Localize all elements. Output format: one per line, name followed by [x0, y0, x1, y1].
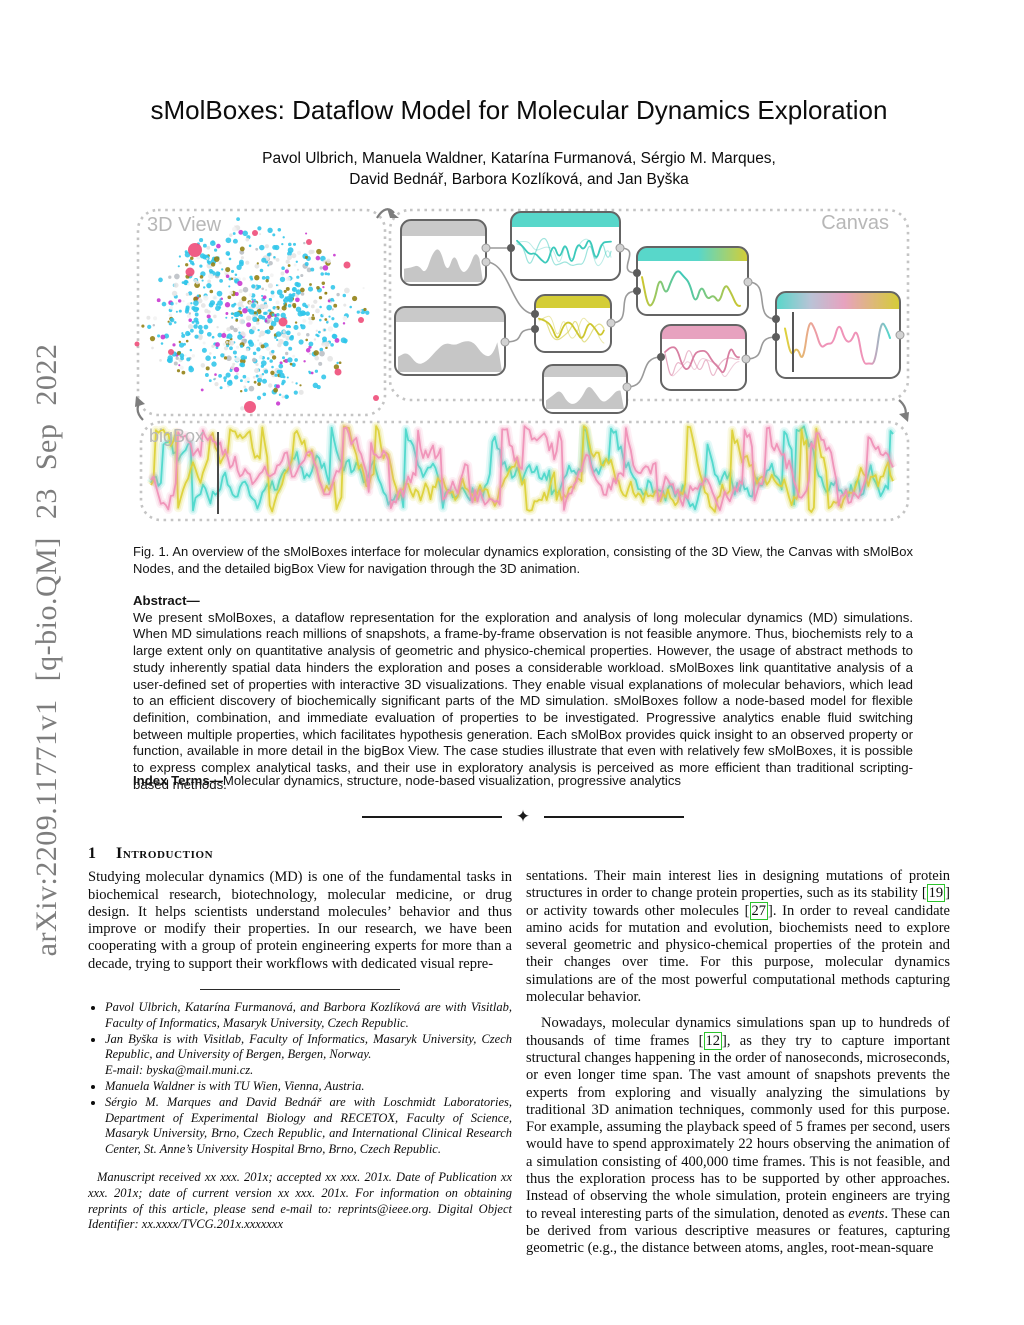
footnote-list: Pavol Ulbrich, Katarína Furmanová, and B…: [88, 1000, 512, 1158]
body-paragraph: sentations. Their main interest lies in …: [526, 868, 950, 1006]
citation-link[interactable]: 19: [926, 884, 946, 903]
section-number: 1: [88, 845, 96, 862]
author-line-1: Pavol Ulbrich, Manuela Waldner, Katarína…: [262, 150, 776, 167]
divider-rule-left: [361, 815, 502, 818]
citation-link[interactable]: 27: [749, 901, 768, 920]
index-terms: Index Terms—Molecular dynamics, structur…: [133, 773, 913, 788]
two-column-body: 1 Introduction Studying molecular dynamic…: [88, 845, 950, 1258]
body-paragraph: Nowadays, molecular dynamics simulations…: [526, 1015, 950, 1257]
footnote-item: Manuela Waldner is with TU Wien, Vienna,…: [105, 1079, 512, 1095]
author-line-2: David Bednář, Barbora Kozlíková, and Jan…: [349, 171, 689, 188]
abstract: Abstract— We present sMolBoxes, a dataflo…: [133, 593, 913, 793]
email-address: E-mail: byska@mail.muni.cz.: [105, 1063, 254, 1078]
paper-title: sMolBoxes: Dataflow Model for Molecular …: [150, 95, 888, 125]
left-column: 1 Introduction Studying molecular dynamic…: [88, 845, 512, 1258]
index-terms-text: Molecular dynamics, structure, node-base…: [222, 773, 682, 788]
divider-star-icon: ✦: [515, 807, 531, 826]
section-title: Introduction: [116, 845, 214, 862]
figure-illustration: [134, 208, 910, 522]
arxiv-watermark: arXiv:2209.11771v1 [q-bio.QM] 23 Sep 202…: [30, 343, 63, 957]
abstract-text: We present sMolBoxes, a dataflow represe…: [133, 609, 913, 792]
divider-rule-right: [544, 815, 685, 818]
canvas-panel-label: Canvas: [821, 212, 889, 234]
abstract-label: Abstract—: [133, 593, 200, 608]
figure-caption: Fig. 1. An overview of the sMolBoxes int…: [133, 544, 913, 576]
section-divider: ✦: [133, 808, 913, 825]
footnote-item: Sérgio M. Marques and David Bednář are w…: [105, 1095, 512, 1158]
section-heading-introduction: 1 Introduction: [88, 845, 512, 862]
footnote-rule: [200, 989, 400, 991]
author-list: Pavol Ulbrich, Manuela Waldner, Katarína…: [88, 148, 950, 190]
index-terms-label: Index Terms—: [133, 773, 223, 788]
footnote-item: Jan Byška is with Visitlab, Faculty of I…: [105, 1032, 512, 1079]
figure-overview: 3D View Canvas bigBox: [133, 202, 913, 522]
citation-link[interactable]: 12: [703, 1031, 722, 1050]
intro-paragraph: Studying molecular dynamics (MD) is one …: [88, 869, 512, 972]
footnote-item: Pavol Ulbrich, Katarína Furmanová, and B…: [105, 1000, 512, 1032]
manuscript-note: Manuscript received xx xxx. 201x; accept…: [88, 1170, 512, 1232]
bigbox-panel-label: bigBox: [149, 426, 205, 446]
right-column: sentations. Their main interest lies in …: [526, 845, 950, 1258]
3d-view-panel-label: 3D View: [147, 214, 222, 236]
